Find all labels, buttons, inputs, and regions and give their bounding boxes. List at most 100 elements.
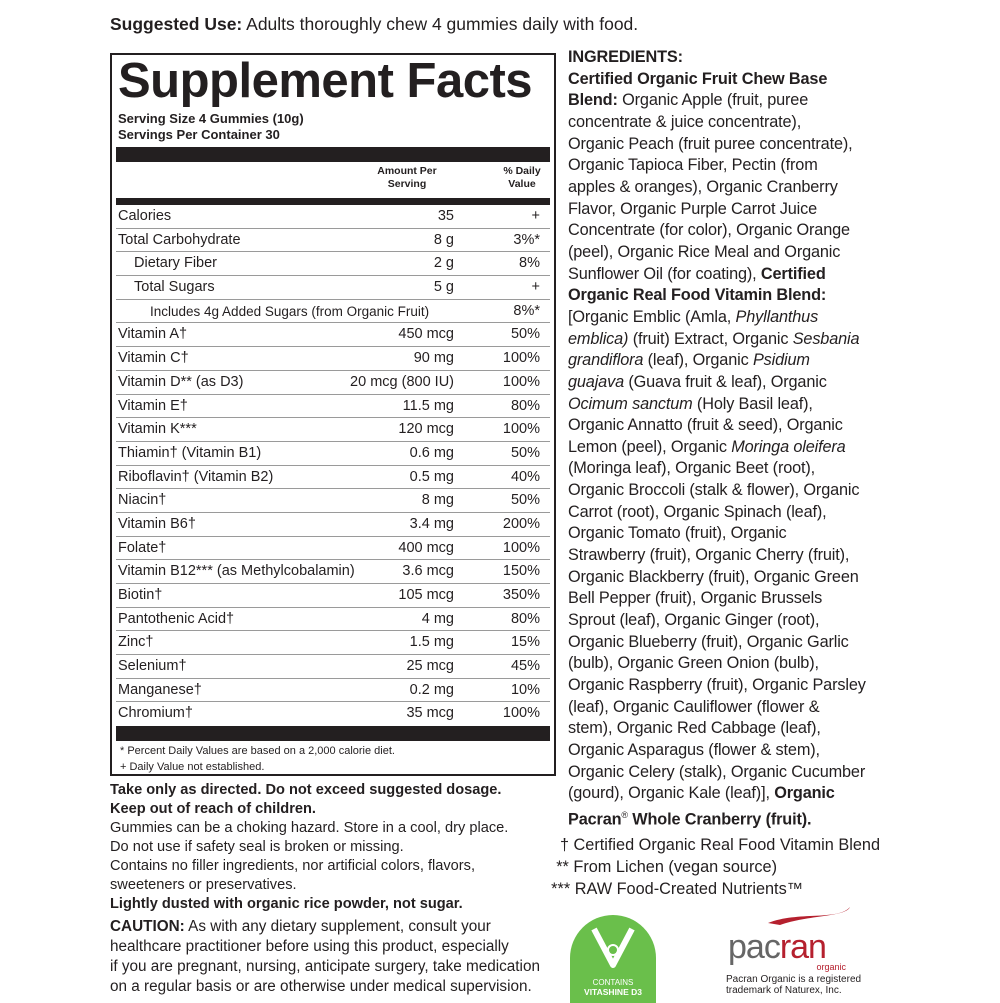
nutrient-dv: 15% (510, 634, 540, 651)
nutrient-amount: 3.4 mg (409, 515, 454, 532)
ingredient-line: Carrot (root), Organic Spinach (leaf), (568, 502, 827, 521)
vitashine-badge: CONTAINS VITASHINE D3 (570, 915, 656, 1003)
warnings: Take only as directed. Do not exceed sug… (110, 781, 508, 914)
nutrient-amount: 35 (437, 208, 454, 224)
swoosh-icon (768, 907, 850, 925)
nutrient-amount: 0.6 mg (409, 444, 454, 461)
nutrient-amount: 90 mg (413, 350, 454, 367)
servings-per-container: Servings Per Container 30 (118, 127, 280, 142)
nutrient-dv: 10% (510, 681, 540, 698)
nutrient-name: Folate† (118, 539, 167, 556)
nutrient-row: Vitamin D** (as D3) 20 mcg (800 IU) 100% (116, 371, 550, 395)
ingredient-line: Pacran® Whole Cranberry (fruit). (568, 809, 812, 829)
ingredient-line: Organic Annatto (fruit & seed), Organic (568, 416, 843, 435)
nutrient-row: Includes 4g Added Sugars (from Organic F… (116, 300, 550, 324)
nutrient-row: Vitamin B6† 3.4 mg 200% (116, 513, 550, 537)
nutrient-dv: 350% (502, 587, 540, 603)
nutrient-dv: 100% (502, 705, 540, 722)
ingredient-line: Organic Blueberry (fruit), Organic Garli… (568, 632, 849, 651)
nutrient-name: Manganese† (118, 681, 202, 698)
ingredient-line: Sunflower Oil (for coating), Certified (568, 264, 826, 283)
ingredient-line: Organic Celery (stalk), Organic Cucumber (568, 762, 866, 781)
nutrient-name: Chromium† (118, 705, 193, 722)
ingredient-line: Organic Real Food Vitamin Blend: (568, 286, 827, 305)
col-amount-header: Amount Per Serving (377, 165, 437, 190)
divider-bar (116, 726, 550, 741)
nutrient-name: Vitamin A† (118, 326, 188, 343)
ingredient-line: Organic Blackberry (fruit), Organic Gree… (568, 567, 859, 586)
nutrient-row: Biotin† 105 mcg 350% (116, 584, 550, 608)
nutrient-name: Vitamin B6† (118, 515, 196, 532)
nutrient-dv: 45% (510, 658, 540, 675)
pacran-logo: pacran organic Pacran Organic is a regis… (726, 905, 861, 996)
suggested-use: Suggested Use: Adults thoroughly chew 4 … (110, 14, 639, 34)
nutrient-dv: + (531, 208, 540, 224)
nutrient-name: Selenium† (118, 658, 187, 675)
supplement-facts-panel: Supplement Facts Serving Size 4 Gummies … (110, 53, 556, 776)
nutrient-amount: 4 mg (421, 610, 454, 627)
nutrient-table: Calories 35 + Total Carbohydrate 8 g 3%* Dieta… (116, 205, 550, 726)
nutrient-amount: 25 mcg (406, 658, 454, 675)
nutrient-name: Pantothenic Acid† (118, 610, 235, 627)
nutrient-dv: 80% (510, 610, 540, 627)
ingredient-line: Sprout (leaf), Organic Ginger (root), (568, 611, 820, 630)
nutrient-name: Vitamin E† (118, 397, 188, 414)
nutrient-dv: 80% (510, 397, 540, 414)
ingredient-line: Organic Peach (fruit puree concentrate), (568, 134, 853, 153)
nutrient-dv: 8%* (513, 302, 540, 319)
ingredient-line: Organic Tomato (fruit), Organic (568, 524, 787, 543)
warning-line: Lightly dusted with organic rice powder,… (110, 896, 463, 912)
nutrient-name: Zinc† (118, 634, 154, 651)
nutrient-name: Niacin† (118, 492, 167, 509)
nutrient-name: Total Carbohydrate (118, 231, 241, 248)
col-dv-header: % Daily Value (503, 165, 541, 190)
nutrient-name: Includes 4g Added Sugars (from Organic F… (150, 303, 430, 319)
ingredient-line: Ocimum sanctum (Holy Basil leaf), (568, 394, 813, 413)
ingredient-line: Organic Broccoli (stalk & flower), Organ… (568, 481, 860, 500)
ingredient-line: (Moringa leaf), Organic Beet (root), (568, 459, 816, 478)
panel-title: Supplement Facts (118, 54, 533, 108)
nutrient-dv: 8% (519, 255, 540, 272)
nutrient-dv: 50% (510, 492, 540, 509)
ingredient-line: Certified Organic Fruit Chew Base (568, 69, 828, 88)
nutrient-name: Riboflavin† (Vitamin B2) (118, 468, 274, 485)
nutrient-name: Calories (118, 208, 172, 224)
ingredient-line: (gourd), Organic Kale (leaf)], Organic (568, 784, 835, 803)
nutrient-name: Dietary Fiber (134, 255, 217, 272)
nutrient-dv: 100% (502, 373, 540, 390)
nutrient-dv: 40% (510, 468, 540, 485)
nutrient-amount: 35 mcg (406, 705, 454, 722)
ingredient-line: (bulb), Organic Green Onion (bulb), (568, 654, 819, 673)
nutrient-name: Vitamin B12*** (as Methylcobalamin) (118, 563, 355, 580)
warning-line: Keep out of reach of children. (110, 801, 316, 817)
nutrient-row: Total Carbohydrate 8 g 3%* (116, 229, 550, 253)
nutrient-name: Biotin† (118, 587, 163, 603)
nutrient-amount: 2 g (433, 255, 454, 272)
nutrient-row: Manganese† 0.2 mg 10% (116, 679, 550, 703)
nutrient-row: Chromium† 35 mcg 100% (116, 702, 550, 726)
nutrient-amount: 450 mcg (398, 326, 454, 343)
nutrient-row: Vitamin A† 450 mcg 50% (116, 323, 550, 348)
warning-line: Gummies can be a choking hazard. Store i… (110, 820, 509, 836)
ingredient-line: (leaf), Organic Cauliflower (flower & (568, 697, 820, 716)
nutrient-name: Vitamin D** (as D3) (118, 373, 244, 390)
nutrient-name: Total Sugars (134, 279, 215, 296)
ingredient-line: Organic Tapioca Fiber, Pectin (from (568, 156, 818, 175)
nutrient-dv: 50% (510, 444, 540, 461)
nutrient-row: Dietary Fiber 2 g 8% (116, 252, 550, 277)
ingredient-line: stem), Organic Red Cabbage (leaf), (568, 719, 821, 738)
ingredient-line: Lemon (peel), Organic Moringa oleifera (568, 437, 846, 456)
nutrient-amount: 8 g (433, 231, 454, 248)
nutrient-amount: 1.5 mg (409, 634, 454, 651)
nutrient-amount: 0.2 mg (409, 681, 454, 698)
ingredient-line: Bell Pepper (fruit), Organic Brussels (568, 589, 823, 608)
nutrient-dv: 100% (502, 539, 540, 556)
nutrient-amount: 0.5 mg (409, 468, 454, 485)
v-logo-icon (591, 927, 635, 968)
nutrient-name: Vitamin C† (118, 350, 189, 367)
ingredient-line: Blend: Organic Apple (fruit, puree (568, 91, 809, 110)
ingredient-line: Flavor, Organic Purple Carrot Juice (568, 199, 818, 218)
nutrient-amount: 3.6 mcg (402, 563, 454, 580)
ingredient-line: apples & oranges), Organic Cranberry (568, 177, 838, 196)
warning-line: Contains no filler ingredients, nor arti… (110, 858, 476, 874)
